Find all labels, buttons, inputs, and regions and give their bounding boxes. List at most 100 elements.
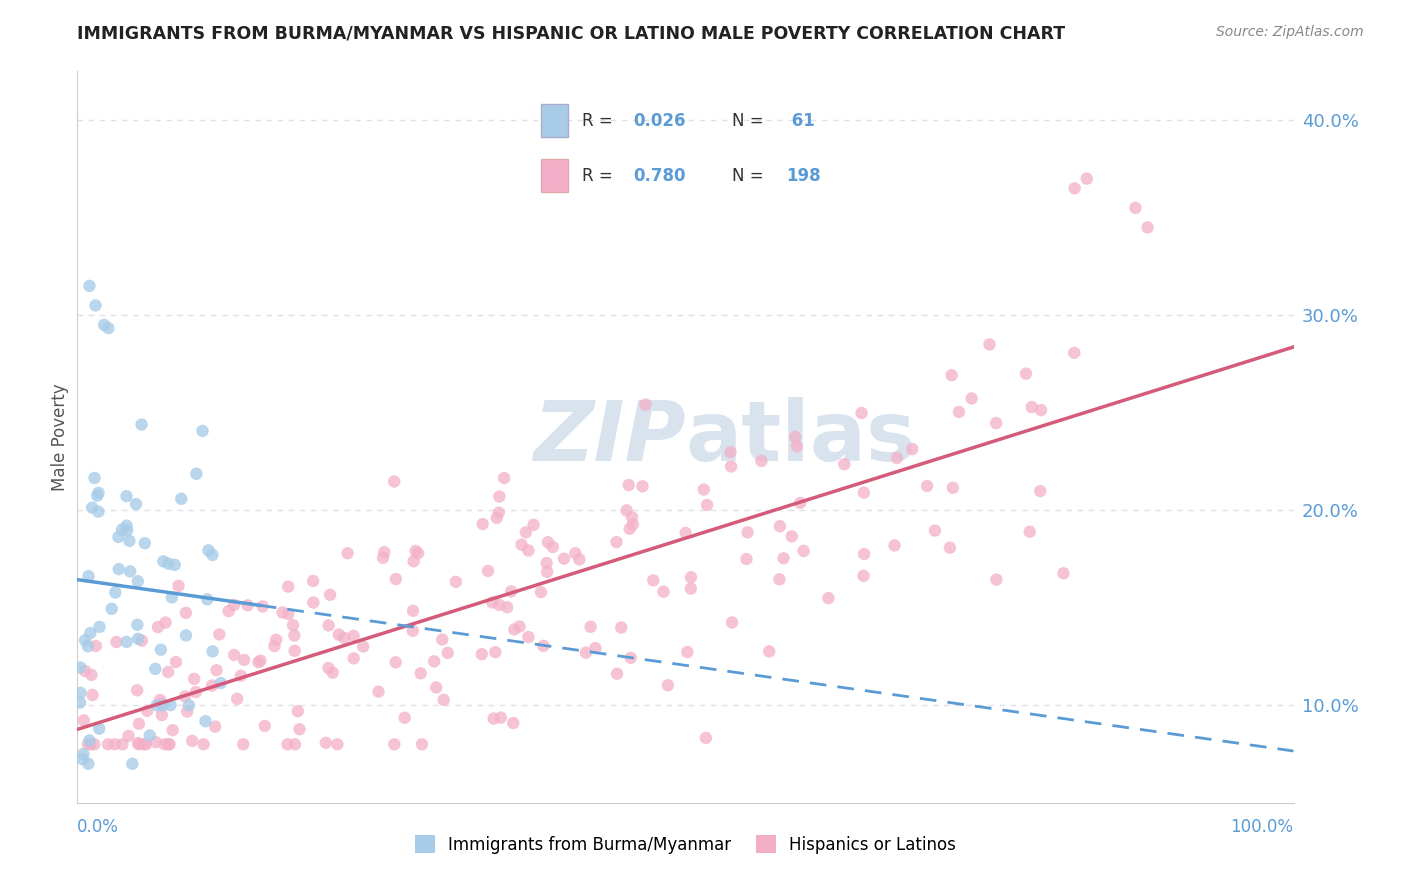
Point: [157, 665, 180, 679]
Point: [197, 543, 219, 558]
Point: [205, 663, 228, 677]
Point: [1018, 524, 1040, 539]
Point: [948, 405, 970, 419]
Point: [127, 737, 149, 751]
Point: [193, 737, 215, 751]
Point: [515, 525, 537, 540]
Point: [165, 655, 187, 669]
Point: [489, 711, 512, 725]
Point: [111, 523, 134, 537]
Point: [501, 584, 523, 599]
Point: [531, 639, 554, 653]
Point: [105, 635, 128, 649]
Point: [134, 536, 156, 550]
Point: [643, 574, 665, 588]
Point: [1076, 171, 1098, 186]
Point: [69, 686, 91, 700]
Point: [695, 731, 717, 745]
Point: [149, 693, 172, 707]
Point: [406, 546, 429, 560]
Point: [174, 606, 197, 620]
Point: [263, 639, 285, 653]
Point: [104, 737, 127, 751]
Point: [901, 442, 924, 457]
Point: [121, 756, 143, 771]
Point: [579, 620, 602, 634]
Point: [191, 424, 214, 438]
Point: [318, 661, 340, 675]
Point: [117, 729, 139, 743]
Point: [79, 733, 101, 747]
Point: [139, 728, 162, 742]
Point: [924, 524, 946, 538]
Point: [352, 640, 374, 654]
Text: 0.0%: 0.0%: [77, 818, 120, 836]
Point: [84, 639, 107, 653]
Point: [281, 618, 304, 632]
Point: [72, 752, 94, 766]
Point: [402, 554, 425, 568]
Point: [336, 546, 359, 560]
Point: [696, 498, 718, 512]
Point: [509, 619, 531, 633]
Point: [411, 737, 433, 751]
Point: [209, 676, 232, 690]
Point: [100, 602, 122, 616]
Point: [1125, 201, 1147, 215]
Point: [167, 579, 190, 593]
Point: [111, 737, 134, 751]
Point: [610, 621, 633, 635]
Point: [322, 665, 344, 680]
Point: [1063, 346, 1085, 360]
Point: [152, 554, 174, 568]
Point: [343, 651, 366, 665]
Point: [606, 535, 628, 549]
Point: [132, 737, 155, 751]
Point: [127, 736, 149, 750]
Point: [817, 591, 839, 606]
Point: [89, 620, 111, 634]
Point: [737, 525, 759, 540]
Point: [382, 475, 405, 489]
Point: [131, 417, 153, 432]
Point: [477, 564, 499, 578]
Point: [342, 629, 364, 643]
Point: [676, 645, 699, 659]
Point: [128, 716, 150, 731]
Point: [986, 573, 1008, 587]
Point: [886, 450, 908, 465]
Point: [150, 697, 173, 711]
Point: [77, 639, 100, 653]
Point: [288, 722, 311, 736]
Point: [432, 632, 454, 647]
Point: [402, 604, 425, 618]
Point: [423, 654, 446, 668]
Point: [79, 626, 101, 640]
Point: [174, 690, 197, 704]
Point: [720, 459, 742, 474]
Point: [621, 517, 644, 532]
Point: [174, 628, 197, 642]
Point: [852, 485, 875, 500]
Text: 100.0%: 100.0%: [1230, 818, 1294, 836]
Point: [69, 660, 91, 674]
Point: [939, 541, 962, 555]
Point: [616, 503, 638, 517]
Point: [488, 598, 510, 612]
Point: [1015, 367, 1038, 381]
Point: [302, 595, 325, 609]
Point: [152, 698, 174, 713]
Point: [118, 533, 141, 548]
Point: [409, 666, 432, 681]
Point: [157, 557, 180, 571]
Point: [786, 439, 808, 453]
Point: [150, 708, 173, 723]
Point: [247, 655, 270, 669]
Point: [73, 633, 96, 648]
Point: [127, 574, 149, 589]
Point: [620, 510, 643, 524]
Point: [433, 693, 456, 707]
Point: [789, 496, 811, 510]
Point: [721, 615, 744, 630]
Point: [488, 490, 510, 504]
